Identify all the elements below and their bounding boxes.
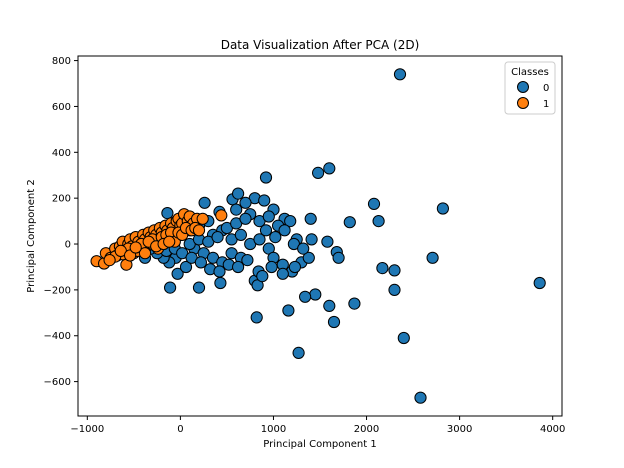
data-point-class-0 <box>250 311 263 324</box>
data-point-class-1 <box>129 241 142 254</box>
data-point-class-0 <box>256 270 269 283</box>
data-point-class-1 <box>215 209 228 222</box>
data-point-class-0 <box>213 265 226 278</box>
x-tick-label: 0 <box>177 424 183 435</box>
data-point-class-0 <box>321 235 334 248</box>
data-point-class-0 <box>211 231 224 244</box>
y-axis: −600 −400 −200 0 200 400 600 800 <box>44 56 78 388</box>
data-point-class-0 <box>323 162 336 175</box>
data-point-class-0 <box>278 224 291 237</box>
data-point-class-0 <box>323 299 336 312</box>
data-point-class-0 <box>234 228 247 241</box>
data-point-class-0 <box>436 202 449 215</box>
data-point-class-0 <box>388 264 401 277</box>
data-point-class-0 <box>253 233 266 246</box>
data-point-class-0 <box>348 297 361 310</box>
data-point-class-0 <box>312 166 325 179</box>
data-point-class-1 <box>163 235 176 248</box>
data-point-class-0 <box>533 276 546 290</box>
data-point-class-0 <box>276 267 289 280</box>
data-point-class-0 <box>179 260 193 274</box>
data-point-class-0 <box>367 197 381 210</box>
x-tick-label: 3000 <box>447 424 472 435</box>
data-point-class-0 <box>232 187 245 200</box>
y-tick-label: 600 <box>52 102 71 113</box>
y-tick-label: 400 <box>52 148 71 159</box>
data-point-class-0 <box>397 331 410 345</box>
data-point-class-1 <box>103 254 116 267</box>
data-point-class-0 <box>297 242 310 255</box>
x-tick-label: 4000 <box>540 424 565 435</box>
data-point-class-0 <box>426 251 439 264</box>
x-tick-label: 1000 <box>261 424 286 435</box>
data-point-class-0 <box>258 194 271 207</box>
data-point-class-0 <box>288 260 301 274</box>
data-point-class-0 <box>171 267 184 280</box>
x-tick-label: −1000 <box>70 424 104 435</box>
legend-label-class-0: 0 <box>543 83 549 94</box>
data-point-class-0 <box>192 281 206 294</box>
data-point-class-1 <box>196 212 209 225</box>
data-point-class-1 <box>138 247 152 260</box>
data-point-class-0 <box>284 215 297 228</box>
data-point-class-0 <box>259 224 273 237</box>
y-tick-label: −200 <box>44 285 71 296</box>
data-point-class-0 <box>305 233 318 246</box>
y-axis-label: Principal Component 2 <box>26 179 37 292</box>
x-tick-label: 2000 <box>354 424 379 435</box>
data-point-class-0 <box>393 68 407 81</box>
data-point-class-0 <box>414 391 427 404</box>
data-point-class-0 <box>327 315 341 329</box>
data-point-class-0 <box>265 260 278 274</box>
plot-frame <box>77 55 563 417</box>
data-point-class-0 <box>309 288 322 301</box>
data-point-class-0 <box>241 254 254 267</box>
data-point-class-0 <box>282 304 295 317</box>
data-point-class-0 <box>161 207 174 220</box>
data-point-class-0 <box>262 210 275 223</box>
data-point-class-0 <box>332 251 345 264</box>
legend: Classes 0 1 <box>504 61 556 115</box>
data-point-class-0 <box>376 262 389 275</box>
data-point-class-0 <box>194 256 207 269</box>
data-point-class-0 <box>232 260 245 274</box>
data-point-class-0 <box>302 251 315 264</box>
data-point-class-0 <box>304 212 317 225</box>
y-tick-label: −600 <box>44 377 71 388</box>
data-point-class-0 <box>239 212 252 225</box>
y-tick-label: 200 <box>52 194 71 205</box>
x-axis-label: Principal Component 1 <box>263 439 376 450</box>
data-point-class-0 <box>343 216 356 229</box>
data-point-class-0 <box>372 215 385 228</box>
data-point-class-0 <box>164 281 177 294</box>
data-point-class-0 <box>214 276 227 290</box>
points-layer <box>90 68 546 404</box>
y-tick-label: 800 <box>52 56 71 67</box>
data-point-class-0 <box>230 203 243 216</box>
chart-title: Data Visualization After PCA (2D) <box>221 38 420 52</box>
data-point-class-0 <box>292 346 305 359</box>
data-point-class-0 <box>299 290 312 303</box>
y-tick-label: −400 <box>44 331 71 342</box>
data-point-class-0 <box>198 196 211 209</box>
legend-title: Classes <box>511 67 549 78</box>
data-point-class-0 <box>269 231 282 244</box>
legend-marker-class-1 <box>517 97 529 109</box>
data-point-class-0 <box>259 171 273 184</box>
series-class-1 <box>90 208 228 271</box>
data-point-class-0 <box>239 196 252 209</box>
data-point-class-0 <box>388 283 401 296</box>
data-point-class-1 <box>192 224 206 237</box>
x-axis: −1000 0 1000 2000 3000 4000 <box>70 416 565 435</box>
legend-label-class-1: 1 <box>543 99 549 110</box>
y-tick-label: 0 <box>65 240 71 251</box>
legend-marker-class-0 <box>517 81 529 93</box>
